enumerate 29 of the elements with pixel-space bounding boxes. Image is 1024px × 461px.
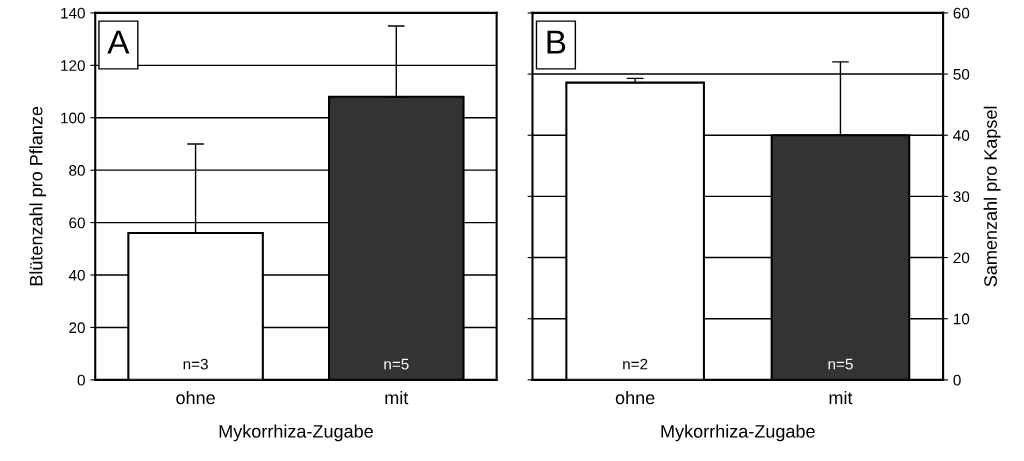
y-tick-label: 60: [953, 7, 970, 19]
y-tick-label: 20: [69, 322, 85, 334]
x-axis-title: Mykorrhiza-Zugabe: [219, 424, 373, 442]
x-tick-label: mit: [385, 390, 409, 405]
y-tick-label: 0: [77, 374, 85, 386]
y-tick-label: 60: [69, 217, 85, 229]
y-tick-label: 140: [61, 7, 85, 19]
x-tick-label: ohne: [176, 390, 215, 405]
x-axis-title: Mykorrhiza-Zugabe: [661, 424, 815, 442]
x-tick-label: ohne: [615, 390, 655, 405]
annotation: n=5: [828, 358, 853, 370]
annotation: n=3: [183, 358, 208, 370]
y-tick-label: 50: [953, 68, 970, 80]
y-tick-label: 30: [953, 191, 970, 203]
y-tick-label: 0: [953, 374, 961, 386]
y-tick-label: 10: [953, 313, 970, 325]
annotation: n=5: [384, 358, 409, 370]
y-tick-label: 80: [69, 165, 85, 176]
y-tick-label: 20: [953, 252, 970, 264]
x-tick-label: mit: [829, 390, 853, 405]
y-tick-label: 40: [68, 269, 85, 281]
annotation: B: [547, 30, 566, 54]
y-tick-label: 40: [953, 130, 970, 141]
y-axis-title: Samenzahl pro Kapsel: [983, 106, 1001, 287]
y-axis-title: Blütenzahl pro Pflanze: [29, 106, 47, 286]
annotation: n=2: [623, 358, 648, 370]
y-tick-label: 120: [61, 60, 85, 72]
annotation: A: [107, 30, 130, 54]
y-tick-label: 100: [61, 112, 85, 124]
